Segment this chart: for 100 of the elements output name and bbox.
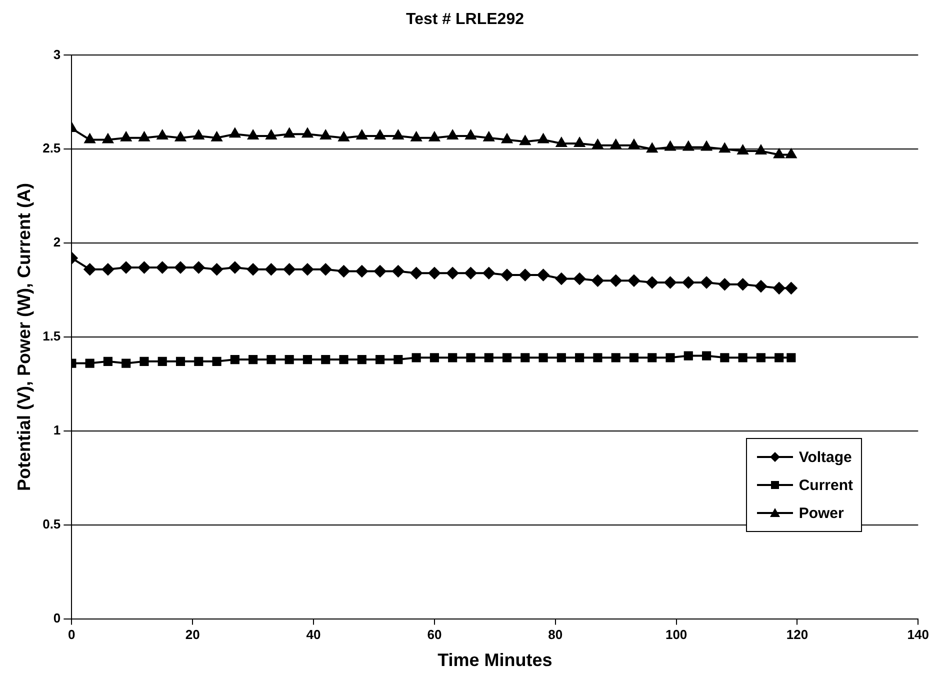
point xyxy=(448,353,458,362)
point xyxy=(102,263,114,276)
point xyxy=(737,145,748,155)
point xyxy=(538,134,549,144)
point xyxy=(786,148,797,158)
point xyxy=(85,358,94,368)
point xyxy=(592,274,604,287)
point xyxy=(482,267,495,280)
legend-label: Voltage xyxy=(798,448,852,466)
point xyxy=(646,143,658,153)
point xyxy=(664,141,676,151)
y-tick-label: 0 xyxy=(53,610,61,626)
point xyxy=(447,130,458,140)
y-tick-label: 2 xyxy=(53,234,61,250)
point xyxy=(611,353,620,362)
point xyxy=(786,353,796,362)
x-tick-label: 20 xyxy=(185,627,200,642)
point xyxy=(664,276,676,289)
point xyxy=(156,261,168,274)
point xyxy=(356,265,368,278)
point xyxy=(719,143,730,153)
y-tick-label: 0.5 xyxy=(42,516,61,532)
point xyxy=(410,132,422,142)
point xyxy=(701,141,712,151)
point xyxy=(556,353,566,362)
point xyxy=(247,263,260,276)
y-axis-title: Potential (V), Power (W), Current (A) xyxy=(14,183,34,491)
point xyxy=(538,353,548,362)
point xyxy=(176,356,186,366)
point xyxy=(174,261,187,274)
point xyxy=(484,132,494,142)
point xyxy=(574,272,586,285)
point xyxy=(339,355,348,364)
point xyxy=(684,351,693,360)
x-tick-label: 60 xyxy=(427,627,442,642)
x-tick-label: 40 xyxy=(306,627,321,642)
point xyxy=(301,263,314,276)
point xyxy=(556,138,567,147)
point xyxy=(230,128,240,138)
point xyxy=(284,128,295,138)
point xyxy=(702,351,712,360)
point xyxy=(519,269,532,282)
point xyxy=(446,267,459,280)
legend-label: Current xyxy=(798,476,853,494)
point xyxy=(302,355,312,364)
point xyxy=(555,272,568,285)
chart-title: Test # LRLE292 xyxy=(406,11,524,28)
point xyxy=(175,132,186,142)
point xyxy=(212,356,222,366)
point xyxy=(392,265,404,278)
point xyxy=(193,130,204,140)
point xyxy=(646,276,658,289)
point xyxy=(520,136,530,146)
point xyxy=(412,353,421,362)
point xyxy=(430,353,439,362)
point xyxy=(700,276,713,289)
point xyxy=(756,353,766,362)
x-tick-label: 120 xyxy=(786,627,808,642)
point xyxy=(138,132,150,142)
y-tick-label: 2.5 xyxy=(42,140,61,156)
point xyxy=(122,358,131,368)
point xyxy=(210,263,223,276)
point xyxy=(211,132,222,142)
point xyxy=(374,265,386,278)
point xyxy=(773,282,786,294)
legend-label: Power xyxy=(798,504,844,522)
point xyxy=(157,130,168,140)
point xyxy=(192,261,205,274)
point xyxy=(592,139,604,149)
point xyxy=(356,130,368,140)
point xyxy=(84,134,96,144)
point xyxy=(738,353,748,362)
point xyxy=(628,274,640,287)
point xyxy=(465,130,476,140)
point xyxy=(718,278,731,290)
x-tick-label: 140 xyxy=(907,627,930,642)
point xyxy=(284,355,294,364)
point xyxy=(158,356,167,366)
point xyxy=(266,130,277,140)
point xyxy=(648,353,657,362)
point xyxy=(392,130,404,140)
point xyxy=(574,138,585,147)
point xyxy=(376,355,385,364)
point xyxy=(575,353,584,362)
point xyxy=(628,139,640,149)
point xyxy=(428,267,440,280)
point xyxy=(320,263,332,276)
point xyxy=(666,353,675,362)
point xyxy=(103,356,112,366)
point xyxy=(593,353,602,362)
point xyxy=(502,353,512,362)
point xyxy=(774,148,784,158)
x-axis-title: Time Minutes xyxy=(438,650,552,670)
point xyxy=(374,130,386,140)
point xyxy=(736,278,749,290)
point xyxy=(720,353,730,362)
point xyxy=(501,269,514,282)
point xyxy=(321,355,330,364)
point xyxy=(466,353,476,362)
point xyxy=(265,263,278,276)
